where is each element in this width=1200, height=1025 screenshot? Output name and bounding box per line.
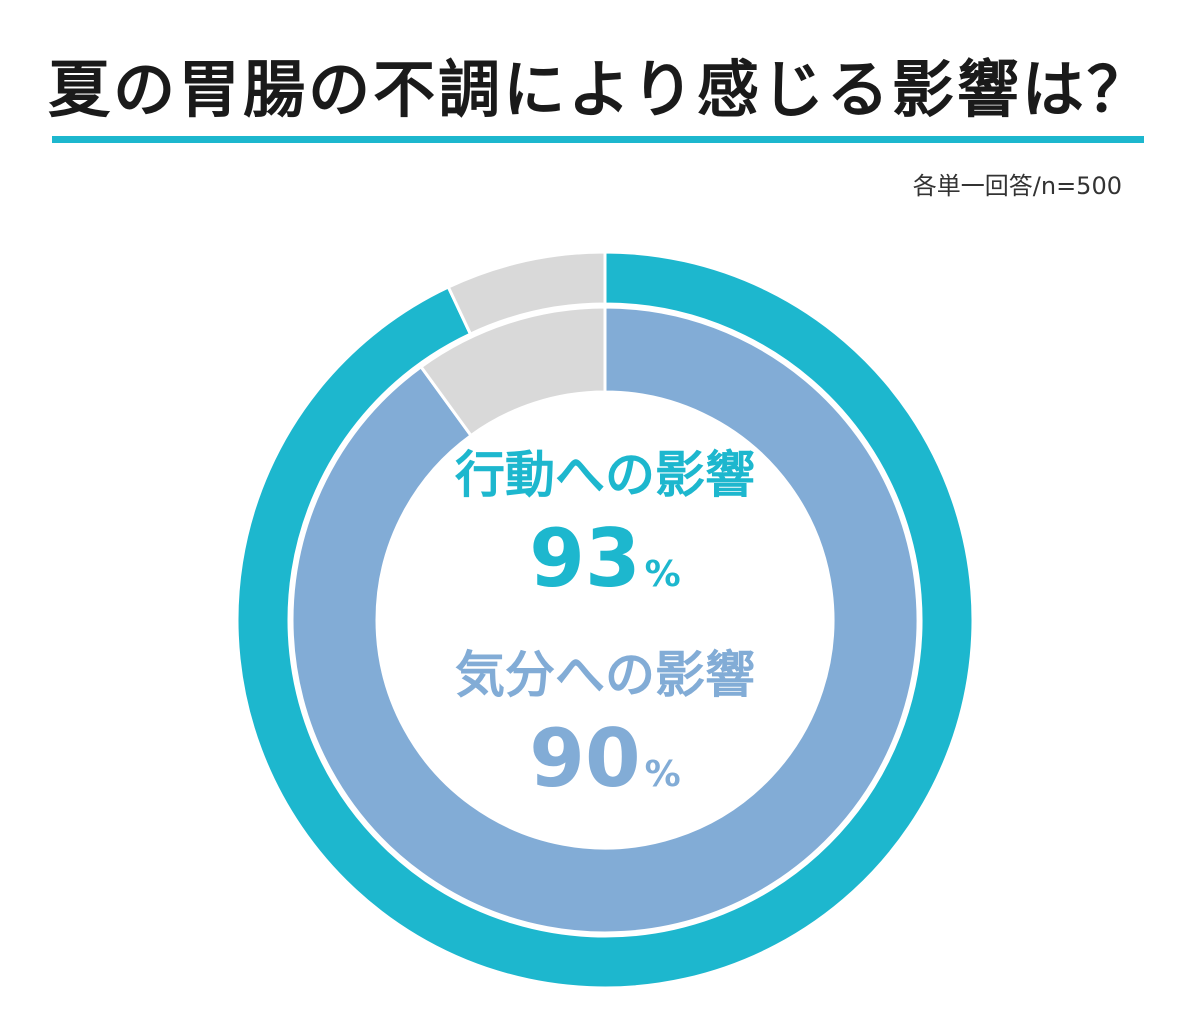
chart-title: 夏の胃腸の不調により感じる影響は？	[48, 53, 1152, 126]
inner-series-label: 気分への影響	[455, 646, 755, 704]
inner-value-number: 90	[529, 712, 640, 805]
title-underline	[52, 136, 1144, 143]
outer-series-value: 93%	[529, 512, 680, 605]
outer-value-number: 93	[529, 512, 640, 605]
inner-ring-slice-main	[290, 305, 920, 935]
outer-value-unit: %	[645, 554, 681, 595]
sample-note: 各単一回答/n=500	[912, 172, 1122, 200]
inner-ring	[290, 305, 920, 935]
outer-ring-slice-main	[235, 250, 975, 990]
outer-series-label: 行動への影響	[455, 446, 755, 504]
outer-ring	[235, 250, 975, 990]
inner-value-unit: %	[645, 754, 681, 795]
inner-series-value: 90%	[529, 712, 680, 805]
inner-ring-slice-rest	[418, 305, 607, 438]
outer-ring-slice-rest	[446, 250, 607, 337]
